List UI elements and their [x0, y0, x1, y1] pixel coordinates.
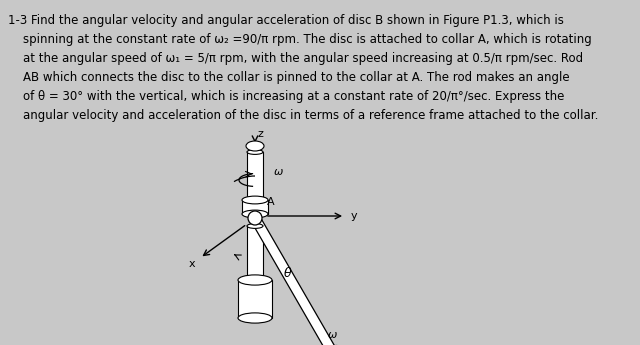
Text: of θ = 30° with the vertical, which is increasing at a constant rate of 20/π°/se: of θ = 30° with the vertical, which is i… [8, 90, 564, 103]
Ellipse shape [238, 275, 272, 285]
Text: x: x [189, 259, 196, 269]
Ellipse shape [238, 313, 272, 323]
Ellipse shape [242, 210, 268, 218]
Text: $\omega$: $\omega$ [327, 329, 338, 339]
Text: AB which connects the disc to the collar is pinned to the collar at A. The rod m: AB which connects the disc to the collar… [8, 71, 570, 84]
Text: 1-3 Find the angular velocity and angular acceleration of disc B shown in Figure: 1-3 Find the angular velocity and angula… [8, 14, 564, 27]
Ellipse shape [247, 198, 263, 203]
Text: spinning at the constant rate of ω₂ =90/π rpm. The disc is attached to collar A,: spinning at the constant rate of ω₂ =90/… [8, 33, 592, 46]
Ellipse shape [247, 150, 263, 155]
Bar [238, 280, 272, 318]
Ellipse shape [247, 316, 263, 321]
Text: A: A [267, 197, 275, 207]
Bar [247, 152, 263, 200]
Text: $\omega$: $\omega$ [273, 167, 284, 177]
Text: y: y [351, 211, 358, 221]
Ellipse shape [242, 196, 268, 204]
Bar [247, 226, 263, 318]
Bar [242, 200, 268, 214]
Circle shape [248, 211, 262, 225]
Text: angular velocity and acceleration of the disc in terms of a reference frame atta: angular velocity and acceleration of the… [8, 109, 598, 122]
Text: at the angular speed of ω₁ = 5/π rpm, with the angular speed increasing at 0.5/π: at the angular speed of ω₁ = 5/π rpm, wi… [8, 52, 583, 65]
Polygon shape [251, 216, 339, 345]
Text: z: z [257, 129, 263, 139]
Ellipse shape [246, 141, 264, 151]
Text: $\theta$: $\theta$ [283, 266, 292, 280]
Ellipse shape [247, 224, 263, 228]
